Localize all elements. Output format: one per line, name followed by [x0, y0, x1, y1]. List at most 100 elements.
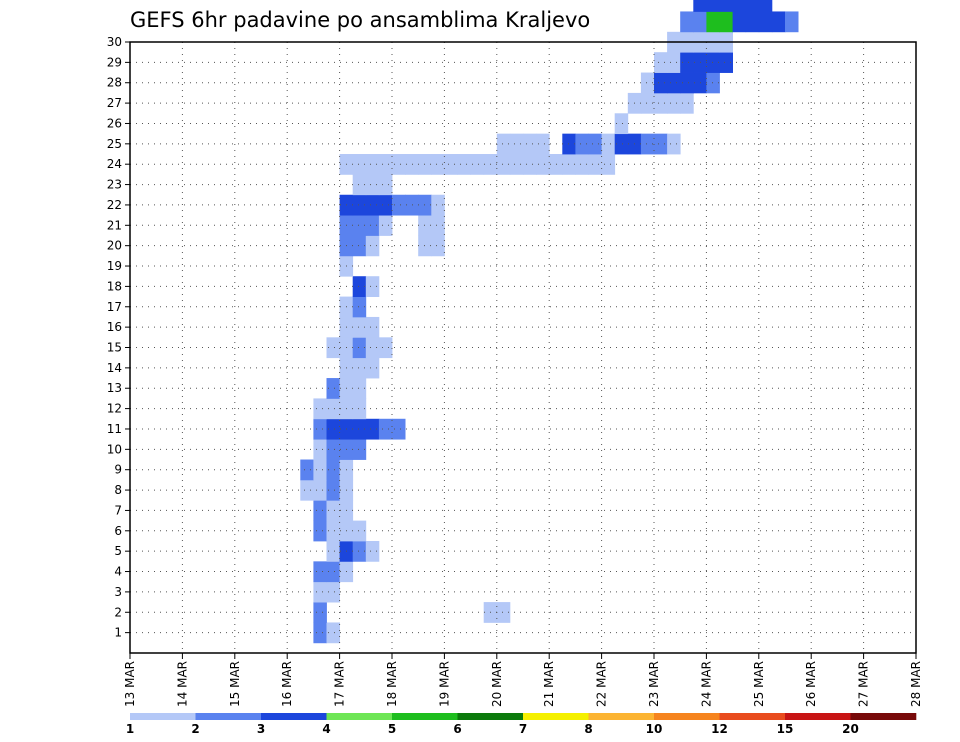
y-tick-label: 28	[107, 76, 122, 90]
heatmap-cell	[496, 133, 511, 155]
heatmap-cell	[614, 133, 629, 155]
colorbar-segment	[261, 713, 327, 720]
heatmap-cell	[392, 418, 406, 440]
heatmap-cell	[365, 316, 380, 338]
heatmap-cell	[405, 194, 419, 216]
heatmap-cell	[588, 154, 602, 175]
colorbar-label: 8	[584, 722, 592, 736]
y-tick-label: 23	[107, 178, 122, 192]
heatmap-cell	[300, 459, 314, 481]
y-tick-label: 5	[114, 544, 122, 558]
heatmap-cell	[706, 52, 720, 73]
heatmap-cell	[313, 520, 327, 542]
y-tick-label: 24	[107, 157, 122, 171]
heatmap-cell	[365, 540, 380, 562]
heatmap-cell	[352, 418, 367, 440]
y-tick-label: 17	[107, 300, 122, 314]
heatmap-cell	[745, 0, 760, 12]
y-tick-label: 20	[107, 239, 122, 253]
heatmap-cell	[680, 11, 694, 33]
heatmap-cells	[300, 0, 799, 644]
heatmap-cell	[313, 439, 327, 460]
y-tick-label: 14	[107, 361, 122, 375]
heatmap-cell	[732, 11, 747, 33]
y-tick-label: 3	[114, 585, 122, 599]
heatmap-cell	[680, 52, 694, 73]
heatmap-cell	[732, 0, 747, 12]
colorbar-label: 4	[322, 722, 330, 736]
colorbar-label: 6	[453, 722, 461, 736]
heatmap-cell	[352, 235, 367, 257]
heatmap-cell	[562, 133, 576, 155]
heatmap-cell	[667, 92, 681, 114]
heatmap-cell	[496, 154, 511, 175]
heatmap-cell	[667, 72, 681, 94]
heatmap-cell	[378, 194, 393, 216]
heatmap-cell	[706, 0, 720, 12]
heatmap-cell	[365, 235, 380, 257]
heatmap-cell	[365, 357, 380, 379]
heatmap-cell	[771, 11, 786, 33]
colorbar-segment	[326, 713, 393, 720]
heatmap-cell	[693, 0, 707, 12]
y-tick-label: 11	[107, 422, 122, 436]
x-tick-label: 15 MAR	[228, 661, 242, 707]
heatmap-cell	[496, 602, 511, 623]
colorbar-segment	[392, 713, 458, 720]
heatmap-cell	[313, 602, 327, 623]
heatmap-cell	[326, 561, 340, 583]
heatmap-cell	[378, 215, 393, 236]
heatmap-cell	[326, 459, 340, 481]
heatmap-cell	[352, 520, 367, 542]
heatmap-cell	[654, 72, 668, 94]
heatmap-cell	[326, 479, 340, 501]
y-tick-label: 1	[114, 626, 122, 640]
heatmap-cell	[378, 174, 393, 196]
heatmap-cell	[326, 540, 340, 562]
x-tick-label: 19 MAR	[437, 661, 451, 707]
y-tick-label: 21	[107, 218, 122, 232]
y-tick-label: 8	[114, 483, 122, 497]
y-axis-ticks: 1234567891011121314151617181920212223242…	[107, 35, 130, 640]
heatmap-cell	[444, 154, 458, 175]
heatmap-cell	[300, 479, 314, 501]
y-tick-label: 22	[107, 198, 122, 212]
heatmap-cell	[313, 581, 327, 603]
colorbar-label: 5	[388, 722, 396, 736]
heatmap-cell	[509, 133, 524, 155]
heatmap-cell	[365, 276, 380, 297]
heatmap-cell	[640, 92, 655, 114]
colorbar-label: 20	[842, 722, 859, 736]
heatmap-cell	[536, 133, 550, 155]
heatmap-cell	[758, 0, 773, 12]
colorbar-label: 1	[126, 722, 134, 736]
heatmap-cell	[549, 154, 563, 175]
heatmap-cell	[405, 154, 419, 175]
heatmap-cell	[352, 276, 367, 297]
heatmap-cell	[326, 622, 340, 644]
heatmap-cell	[640, 133, 655, 155]
colorbar-segment	[523, 713, 589, 720]
heatmap-cell	[352, 357, 367, 379]
colorbar-segment	[195, 713, 262, 720]
y-tick-label: 6	[114, 524, 122, 538]
heatmap-cell	[758, 11, 773, 33]
colorbar-label: 2	[191, 722, 199, 736]
heatmap-cell	[614, 113, 629, 135]
heatmap-cell	[326, 418, 340, 440]
x-tick-label: 21 MAR	[542, 661, 556, 707]
heatmap-cell	[313, 459, 327, 481]
heatmap-cell	[536, 154, 550, 175]
y-tick-label: 18	[107, 279, 122, 293]
heatmap-cell	[352, 215, 367, 236]
colorbar-segment	[457, 713, 524, 720]
x-tick-label: 25 MAR	[752, 661, 766, 707]
heatmap-cell	[509, 154, 524, 175]
y-tick-label: 16	[107, 320, 122, 334]
heatmap-cell	[313, 418, 327, 440]
y-tick-label: 27	[107, 96, 122, 110]
colorbar-segment	[785, 713, 851, 720]
heatmap-cell	[313, 561, 327, 583]
heatmap-cell	[706, 11, 720, 33]
heatmap-cell	[352, 439, 367, 460]
